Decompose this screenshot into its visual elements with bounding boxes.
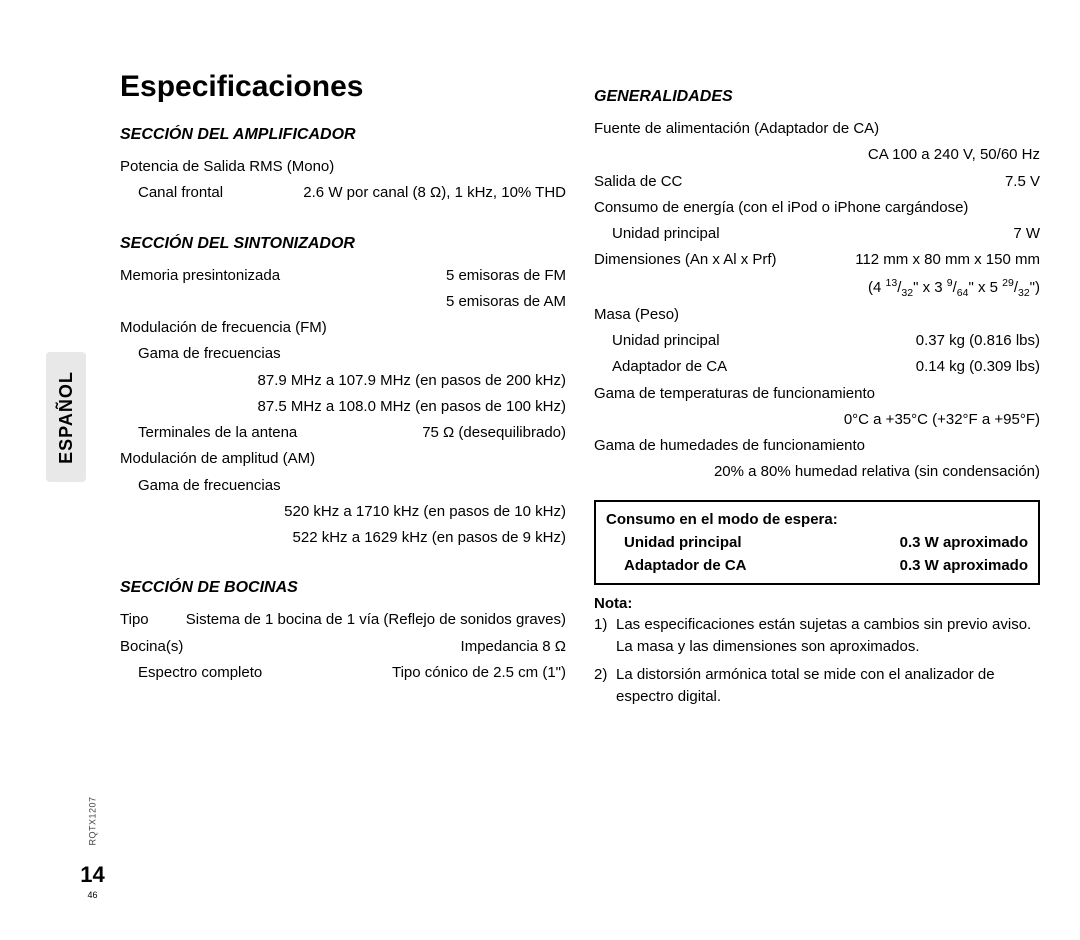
speaker-bocinas-row: Bocina(s) Impedancia 8 Ω [120, 634, 566, 660]
amp-channel-value: 2.6 W por canal (8 Ω), 1 kHz, 10% THD [303, 180, 566, 206]
gen-mass-adapter-label: Adaptador de CA [612, 354, 916, 380]
note-1: 1) Las especificaciones están sujetas a … [594, 614, 1040, 658]
gen-mass-unit-value: 0.37 kg (0.816 lbs) [916, 328, 1040, 354]
manual-page: ESPAÑOL Especificaciones SECCIÓN DEL AMP… [0, 0, 1080, 940]
tuner-preset-am: 5 emisoras de AM [120, 289, 566, 315]
standby-title: Consumo en el modo de espera: [606, 508, 1028, 531]
note-2: 2) La distorsión armónica total se mide … [594, 664, 1040, 708]
gen-temp-label: Gama de temperaturas de funcionamiento [594, 381, 1040, 407]
speaker-type-label: Tipo [120, 607, 149, 633]
gen-consumption-unit-value: 7 W [1013, 221, 1040, 247]
gen-consumption-unit-label: Unidad principal [612, 221, 1013, 247]
gen-dc-row: Salida de CC 7.5 V [594, 169, 1040, 195]
gen-dim-label: Dimensiones (An x Al x Prf) [594, 247, 855, 273]
tuner-fm-range1: 87.9 MHz a 107.9 MHz (en pasos de 200 kH… [120, 368, 566, 394]
gen-dim-inches: (4 13/32" x 3 9/64" x 5 29/32") [594, 274, 1040, 302]
speaker-type-value: Sistema de 1 bocina de 1 vía (Reflejo de… [186, 607, 566, 633]
note-2-text: La distorsión armónica total se mide con… [616, 664, 1040, 708]
language-tab-label: ESPAÑOL [56, 371, 77, 464]
standby-row1-value: 0.3 W aproximado [900, 531, 1028, 554]
standby-box: Consumo en el modo de espera: Unidad pri… [594, 500, 1040, 586]
speaker-full-row: Espectro completo Tipo cónico de 2.5 cm … [120, 660, 566, 686]
tuner-fm-range2: 87.5 MHz a 108.0 MHz (en pasos de 100 kH… [120, 394, 566, 420]
tuner-fm-label: Modulación de frecuencia (FM) [120, 315, 566, 341]
speaker-bocinas-value: Impedancia 8 Ω [461, 634, 566, 660]
standby-row2: Adaptador de CA 0.3 W aproximado [606, 554, 1028, 577]
gen-hum-label: Gama de humedades de funcionamiento [594, 433, 1040, 459]
tuner-am-range2: 522 kHz a 1629 kHz (en pasos de 9 kHz) [120, 525, 566, 551]
gen-hum-value: 20% a 80% humedad relativa (sin condensa… [594, 459, 1040, 485]
speaker-bocinas-label: Bocina(s) [120, 634, 461, 660]
standby-row2-label: Adaptador de CA [624, 554, 747, 577]
gen-psu-label: Fuente de alimentación (Adaptador de CA) [594, 116, 1040, 142]
section-header-tuner: SECCIÓN DEL SINTONIZADOR [120, 235, 566, 253]
tuner-range-label: Gama de frecuencias [120, 341, 566, 367]
left-column: Especificaciones SECCIÓN DEL AMPLIFICADO… [120, 70, 566, 713]
language-tab: ESPAÑOL [46, 352, 86, 482]
right-column: GENERALIDADES Fuente de alimentación (Ad… [594, 70, 1040, 713]
amp-channel-label: Canal frontal [138, 180, 303, 206]
amp-rms-label: Potencia de Salida RMS (Mono) [120, 154, 566, 180]
standby-row1-label: Unidad principal [624, 531, 742, 554]
gen-consumption-label: Consumo de energía (con el iPod o iPhone… [594, 195, 1040, 221]
page-title: Especificaciones [120, 70, 566, 104]
tuner-antenna-row: Terminales de la antena 75 Ω (desequilib… [120, 420, 566, 446]
section-header-speaker: SECCIÓN DE BOCINAS [120, 579, 566, 597]
tuner-preset-row: Memoria presintonizada 5 emisoras de FM [120, 263, 566, 289]
tuner-preset-fm: 5 emisoras de FM [446, 263, 566, 289]
gen-dim-value: 112 mm x 80 mm x 150 mm [855, 247, 1040, 273]
tuner-am-label: Modulación de amplitud (AM) [120, 446, 566, 472]
gen-mass-adapter-value: 0.14 kg (0.309 lbs) [916, 354, 1040, 380]
speaker-type-row: Tipo Sistema de 1 bocina de 1 vía (Refle… [120, 607, 566, 633]
gen-mass-adapter-row: Adaptador de CA 0.14 kg (0.309 lbs) [594, 354, 1040, 380]
note-1-text: Las especificaciones están sujetas a cam… [616, 614, 1040, 658]
document-number: RQTX1207 [88, 796, 98, 845]
speaker-full-value: Tipo cónico de 2.5 cm (1") [392, 660, 566, 686]
gen-mass-unit-row: Unidad principal 0.37 kg (0.816 lbs) [594, 328, 1040, 354]
speaker-full-label: Espectro completo [138, 660, 392, 686]
standby-row1: Unidad principal 0.3 W aproximado [606, 531, 1028, 554]
tuner-antenna-label: Terminales de la antena [138, 420, 422, 446]
section-header-general: GENERALIDADES [594, 88, 1040, 106]
amp-channel-row: Canal frontal 2.6 W por canal (8 Ω), 1 k… [120, 180, 566, 206]
notes-header: Nota: [594, 595, 1040, 612]
gen-dim-row: Dimensiones (An x Al x Prf) 112 mm x 80 … [594, 247, 1040, 273]
standby-row2-value: 0.3 W aproximado [900, 554, 1028, 577]
gen-mass-label: Masa (Peso) [594, 302, 1040, 328]
tuner-am-range1: 520 kHz a 1710 kHz (en pasos de 10 kHz) [120, 499, 566, 525]
page-number: 14 [80, 862, 104, 888]
gen-mass-unit-label: Unidad principal [612, 328, 916, 354]
page-footer: RQTX1207 14 46 [68, 816, 117, 900]
content-area: Especificaciones SECCIÓN DEL AMPLIFICADO… [120, 70, 1040, 713]
note-1-num: 1) [594, 614, 616, 658]
tuner-range-label-am: Gama de frecuencias [120, 473, 566, 499]
tuner-preset-label: Memoria presintonizada [120, 263, 446, 289]
gen-temp-value: 0°C a +35°C (+32°F a +95°F) [594, 407, 1040, 433]
page-number-small: 46 [88, 890, 98, 900]
gen-dc-label: Salida de CC [594, 169, 1005, 195]
note-2-num: 2) [594, 664, 616, 708]
gen-psu-value: CA 100 a 240 V, 50/60 Hz [594, 142, 1040, 168]
section-header-amplifier: SECCIÓN DEL AMPLIFICADOR [120, 126, 566, 144]
tuner-antenna-value: 75 Ω (desequilibrado) [422, 420, 566, 446]
gen-dc-value: 7.5 V [1005, 169, 1040, 195]
gen-consumption-unit-row: Unidad principal 7 W [594, 221, 1040, 247]
